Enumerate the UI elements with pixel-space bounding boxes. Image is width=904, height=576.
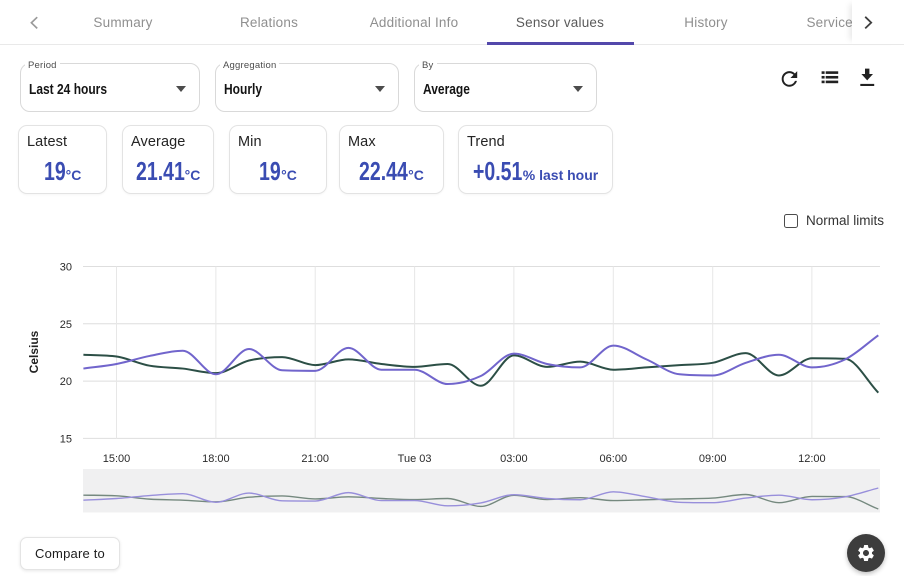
svg-text:18:00: 18:00 <box>202 453 230 465</box>
svg-text:15:00: 15:00 <box>103 453 131 465</box>
svg-text:20: 20 <box>60 376 72 388</box>
svg-text:09:00: 09:00 <box>699 453 727 465</box>
svg-text:30: 30 <box>60 262 72 274</box>
svg-text:03:00: 03:00 <box>500 453 528 465</box>
svg-text:15: 15 <box>60 433 72 445</box>
svg-text:21:00: 21:00 <box>301 453 329 465</box>
svg-text:12:00: 12:00 <box>798 453 826 465</box>
svg-text:25: 25 <box>60 319 72 331</box>
svg-text:06:00: 06:00 <box>600 453 628 465</box>
svg-text:Celsius: Celsius <box>27 330 41 373</box>
svg-text:Tue 03: Tue 03 <box>398 453 432 465</box>
